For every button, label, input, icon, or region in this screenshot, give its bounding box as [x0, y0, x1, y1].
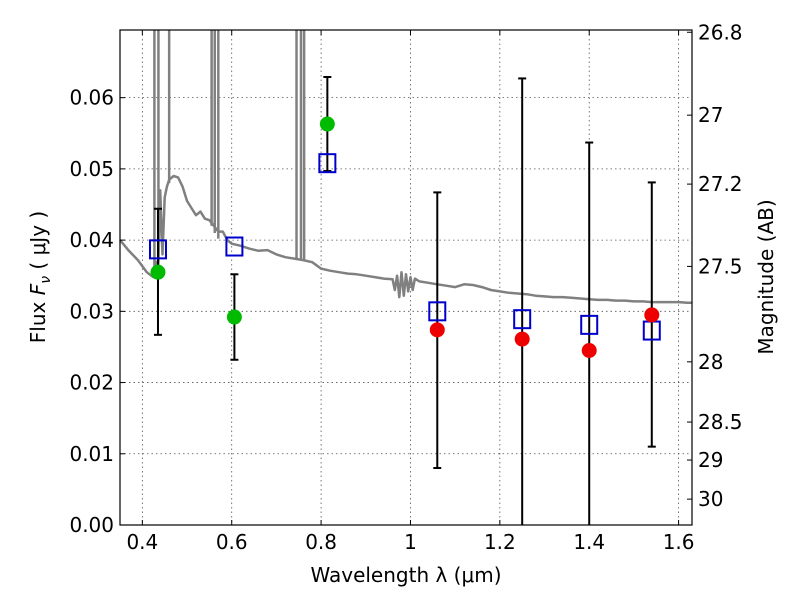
x-axis-label-group: Wavelength λ (μm)	[310, 563, 501, 587]
template-curve	[119, 174, 692, 305]
x-tick-label: 1.2	[484, 530, 516, 554]
right-tick-label: 28.5	[698, 410, 743, 434]
y-axis-label-symbol: F	[26, 283, 50, 295]
right-tick-label: 27.5	[698, 254, 743, 278]
y-axis-label-left-group: Flux Fν ( μJy )	[26, 211, 54, 343]
model-point	[318, 153, 337, 174]
right-tick-label: 26.8	[698, 20, 743, 44]
y-axis-label-right-group: Magnitude (AB)	[754, 199, 778, 354]
y-tick-label: 0.03	[69, 299, 114, 323]
model-point	[428, 301, 447, 322]
plot-frame	[119, 29, 693, 526]
y-tick-label: 0.04	[69, 228, 114, 252]
observed-point-optical	[226, 309, 242, 325]
right-tick-label: 30	[698, 487, 723, 511]
model-point	[148, 239, 167, 260]
x-axis-label: Wavelength λ (μm)	[310, 563, 501, 587]
y-tick-label: 0.02	[69, 371, 114, 395]
observed-point-infrared	[644, 307, 660, 323]
x-tick-label: 0.6	[216, 530, 248, 554]
observed-point-infrared	[581, 343, 597, 359]
observed-point-infrared	[514, 331, 530, 347]
y-axis-label-prefix: Flux	[26, 295, 50, 343]
y-axis-label-suffix: ( μJy )	[26, 211, 50, 276]
x-tick-label: 0.4	[126, 530, 158, 554]
x-tick-label: 1.6	[663, 530, 695, 554]
x-tick-label: 0.8	[305, 530, 337, 554]
model-point	[513, 309, 532, 330]
x-tick-label: 1.4	[573, 530, 605, 554]
right-tick-label: 29	[698, 448, 723, 472]
y-axis-label-right: Magnitude (AB)	[754, 199, 778, 354]
template-spectrum	[119, 30, 692, 305]
y-tick-label: 0.01	[69, 442, 114, 466]
y-tick-label: 0.06	[69, 86, 114, 110]
right-tick-label: 27	[698, 103, 723, 127]
observed-points	[150, 116, 660, 359]
y-axis-label-left: Flux Fν ( μJy )	[26, 211, 54, 343]
observed-point-optical	[319, 116, 335, 132]
right-tick-label: 28	[698, 350, 723, 374]
model-point	[580, 314, 599, 335]
axis-ticks: 0.4 0.6 0.8 1 1.2 1.4 1.6 0.00 0.01 0.02 0.03 0.04 0…	[69, 20, 742, 554]
x-tick-label: 1	[404, 530, 417, 554]
y-tick-label: 0.00	[69, 513, 114, 537]
y-axis-label-subscript: ν	[38, 276, 54, 284]
observed-point-optical	[150, 264, 166, 280]
observed-point-infrared	[429, 322, 445, 338]
right-tick-label: 27.2	[698, 172, 743, 196]
y-tick-label: 0.05	[69, 157, 114, 181]
model-point	[225, 236, 244, 257]
